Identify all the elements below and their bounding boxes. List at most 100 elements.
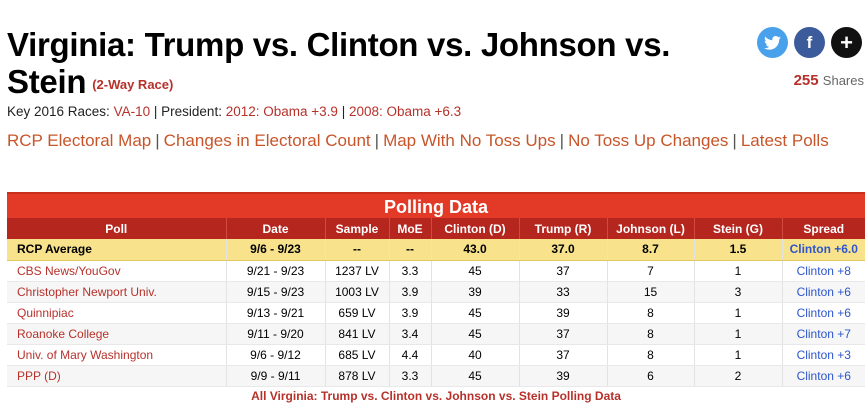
cell-date: 9/15 - 9/23 bbox=[226, 281, 326, 303]
plus-glyph: + bbox=[840, 29, 853, 55]
cell-sample: 659 LV bbox=[325, 302, 390, 324]
facebook-glyph: f bbox=[806, 32, 813, 52]
cell-trump: 39 bbox=[519, 302, 608, 324]
spread-link[interactable]: Clinton +6 bbox=[796, 284, 851, 299]
cell-clinton: 45 bbox=[431, 365, 520, 387]
cell-moe: 3.9 bbox=[389, 281, 432, 303]
col-header-trump[interactable]: Trump (R) bbox=[519, 218, 608, 239]
table-row: Roanoke College 9/11 - 9/20 841 LV 3.4 4… bbox=[7, 323, 865, 345]
cell-moe: -- bbox=[389, 239, 432, 261]
poll-link[interactable]: Univ. of Mary Washington bbox=[17, 347, 154, 362]
col-header-spread[interactable]: Spread bbox=[782, 218, 865, 239]
cell-stein: 1 bbox=[694, 323, 783, 345]
cell-moe: 3.3 bbox=[389, 365, 432, 387]
col-header-stein[interactable]: Stein (G) bbox=[694, 218, 783, 239]
nav-separator: | bbox=[732, 131, 737, 150]
col-header-poll[interactable]: Poll bbox=[7, 218, 227, 239]
cell-johnson: 8.7 bbox=[607, 239, 695, 261]
key-races-label: Key 2016 Races: bbox=[7, 104, 110, 119]
cell-stein: 3 bbox=[694, 281, 783, 303]
footer-cell: All Virginia: Trump vs. Clinton vs. John… bbox=[7, 386, 865, 406]
share-icons: f + bbox=[757, 27, 862, 58]
poll-link[interactable]: Roanoke College bbox=[17, 326, 110, 341]
nav-link-electoral-map[interactable]: RCP Electoral Map bbox=[7, 131, 152, 150]
cell-poll: Univ. of Mary Washington bbox=[7, 344, 227, 366]
cell-poll: CBS News/YouGov bbox=[7, 260, 227, 282]
cell-spread: Clinton +6 bbox=[782, 302, 865, 324]
cell-poll: PPP (D) bbox=[7, 365, 227, 387]
cell-moe: 3.9 bbox=[389, 302, 432, 324]
polling-data-header: Polling Data bbox=[7, 192, 865, 218]
col-header-sample[interactable]: Sample bbox=[325, 218, 390, 239]
nav-link-changes-electoral-count[interactable]: Changes in Electoral Count bbox=[163, 131, 371, 150]
nav-link-no-toss-up-changes[interactable]: No Toss Up Changes bbox=[568, 131, 729, 150]
cell-moe: 3.4 bbox=[389, 323, 432, 345]
nav-separator: | bbox=[559, 131, 565, 150]
cell-johnson: 8 bbox=[607, 344, 695, 366]
cell-date: 9/6 - 9/12 bbox=[226, 344, 326, 366]
spread-link[interactable]: Clinton +7 bbox=[796, 326, 851, 341]
cell-clinton: 45 bbox=[431, 302, 520, 324]
table-row: CBS News/YouGov 9/21 - 9/23 1237 LV 3.3 … bbox=[7, 260, 865, 282]
cell-poll: Roanoke College bbox=[7, 323, 227, 345]
cell-johnson: 8 bbox=[607, 302, 695, 324]
twitter-icon[interactable] bbox=[757, 27, 788, 58]
cell-clinton: 39 bbox=[431, 281, 520, 303]
polling-table: Poll Date Sample MoE Clinton (D) Trump (… bbox=[7, 218, 865, 406]
cell-clinton: 43.0 bbox=[431, 239, 520, 261]
spread-link[interactable]: Clinton +8 bbox=[796, 263, 851, 278]
link-2012[interactable]: 2012: Obama +3.9 bbox=[225, 104, 338, 119]
poll-link[interactable]: Quinnipiac bbox=[17, 305, 74, 320]
cell-clinton: 40 bbox=[431, 344, 520, 366]
col-header-moe[interactable]: MoE bbox=[389, 218, 432, 239]
table-row: Univ. of Mary Washington 9/6 - 9/12 685 … bbox=[7, 344, 865, 366]
cell-spread: Clinton +7 bbox=[782, 323, 865, 345]
table-row: PPP (D) 9/9 - 9/11 878 LV 3.3 45 39 6 2 … bbox=[7, 365, 865, 387]
cell-johnson: 7 bbox=[607, 260, 695, 282]
spread-link[interactable]: Clinton +6.0 bbox=[789, 242, 858, 257]
table-footer-row: All Virginia: Trump vs. Clinton vs. John… bbox=[7, 386, 865, 406]
nav-link-latest-polls[interactable]: Latest Polls bbox=[740, 131, 829, 150]
cell-sample: 841 LV bbox=[325, 323, 390, 345]
cell-johnson: 6 bbox=[607, 365, 695, 387]
cell-trump: 37 bbox=[519, 323, 608, 345]
cell-spread: Clinton +6.0 bbox=[782, 239, 865, 261]
table-row: Christopher Newport Univ. 9/15 - 9/23 10… bbox=[7, 281, 865, 303]
cell-spread: Clinton +3 bbox=[782, 344, 865, 366]
col-header-johnson[interactable]: Johnson (L) bbox=[607, 218, 695, 239]
nav-links: RCP Electoral Map | Changes in Electoral C… bbox=[7, 131, 829, 151]
spread-link[interactable]: Clinton +6 bbox=[796, 368, 851, 383]
spread-link[interactable]: Clinton +6 bbox=[796, 305, 851, 320]
cell-poll: Christopher Newport Univ. bbox=[7, 281, 227, 303]
spread-link[interactable]: Clinton +3 bbox=[796, 347, 851, 362]
cell-poll: Quinnipiac bbox=[7, 302, 227, 324]
poll-link[interactable]: Christopher Newport Univ. bbox=[17, 284, 157, 299]
cell-sample: 685 LV bbox=[325, 344, 390, 366]
twitter-bird-icon bbox=[764, 35, 781, 50]
cell-clinton: 45 bbox=[431, 260, 520, 282]
cell-spread: Clinton +8 bbox=[782, 260, 865, 282]
col-header-date[interactable]: Date bbox=[226, 218, 326, 239]
cell-stein: 1 bbox=[694, 344, 783, 366]
cell-date: 9/6 - 9/23 bbox=[226, 239, 326, 261]
link-2008[interactable]: 2008: Obama +6.3 bbox=[348, 104, 462, 119]
key-races-separator: | bbox=[153, 104, 158, 119]
cell-date: 9/21 - 9/23 bbox=[226, 260, 326, 282]
share-plus-icon[interactable]: + bbox=[831, 27, 862, 58]
cell-trump: 37.0 bbox=[519, 239, 608, 261]
facebook-icon[interactable]: f bbox=[794, 27, 825, 58]
nav-link-no-toss-ups[interactable]: Map With No Toss Ups bbox=[383, 131, 556, 150]
race-link-va10[interactable]: VA-10 bbox=[113, 104, 151, 119]
all-polling-data-link[interactable]: All Virginia: Trump vs. Clinton vs. John… bbox=[251, 389, 621, 404]
cell-johnson: 15 bbox=[607, 281, 695, 303]
cell-stein: 2 bbox=[694, 365, 783, 387]
col-header-clinton[interactable]: Clinton (D) bbox=[431, 218, 520, 239]
cell-date: 9/9 - 9/11 bbox=[226, 365, 326, 387]
poll-link[interactable]: CBS News/YouGov bbox=[17, 263, 121, 278]
poll-link[interactable]: PPP (D) bbox=[17, 368, 61, 383]
cell-poll: RCP Average bbox=[7, 239, 227, 261]
cell-stein: 1.5 bbox=[694, 239, 783, 261]
key-races: Key 2016 Races: VA-10 | President: 2012:… bbox=[7, 104, 461, 119]
president-label: President: bbox=[161, 104, 222, 119]
key-races-separator: | bbox=[341, 104, 346, 119]
